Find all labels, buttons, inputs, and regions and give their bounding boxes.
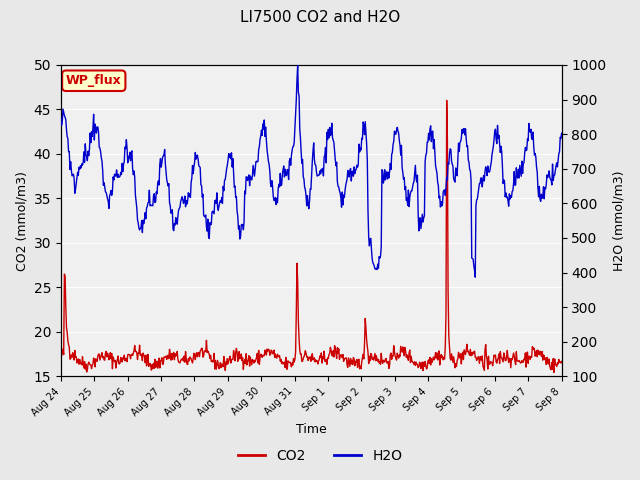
- Legend: CO2, H2O: CO2, H2O: [232, 443, 408, 468]
- Text: WP_flux: WP_flux: [66, 74, 122, 87]
- X-axis label: Time: Time: [296, 423, 326, 436]
- Y-axis label: H2O (mmol/m3): H2O (mmol/m3): [612, 170, 625, 271]
- Text: LI7500 CO2 and H2O: LI7500 CO2 and H2O: [240, 10, 400, 24]
- Y-axis label: CO2 (mmol/m3): CO2 (mmol/m3): [15, 171, 28, 271]
